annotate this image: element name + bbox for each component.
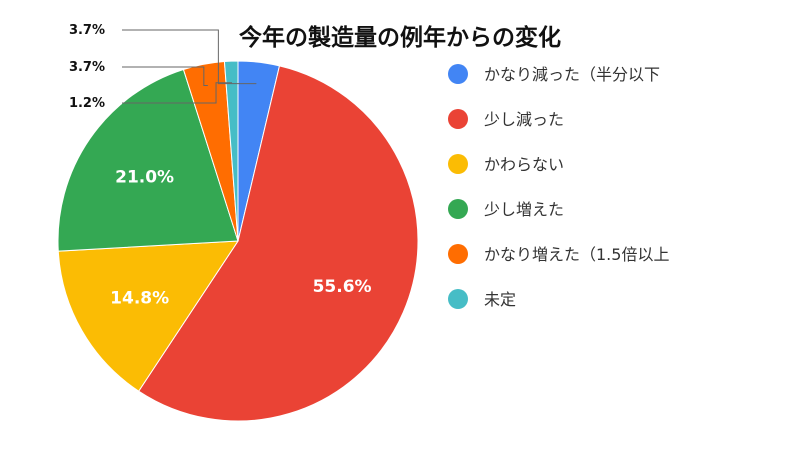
leader-line xyxy=(122,66,208,86)
slice-value-label: 55.6% xyxy=(313,277,372,297)
legend-label: 未定 xyxy=(484,290,516,309)
pie-slice xyxy=(57,68,239,252)
slice-value-label: 3.7% xyxy=(69,60,105,75)
legend-marker xyxy=(448,244,468,264)
legend-label: かなり増えた（1.5倍以上 xyxy=(484,245,669,264)
legend-marker xyxy=(448,289,468,309)
leader-line xyxy=(122,82,233,104)
leader-line xyxy=(122,29,257,85)
legend: かなり減った（半分以下少し減ったかわらない少し増えたかなり増えた（1.5倍以上未… xyxy=(448,64,669,309)
chart-title: 今年の製造量の例年からの変化 xyxy=(239,24,561,51)
pie-slice xyxy=(138,65,419,422)
slice-value-label: 3.7% xyxy=(69,23,105,38)
legend-marker xyxy=(448,109,468,129)
slice-value-label: 21.0% xyxy=(115,168,174,188)
slice-value-label: 14.8% xyxy=(110,288,169,308)
pie-slices xyxy=(57,60,419,422)
pie-slice xyxy=(57,240,239,392)
legend-label: かわらない xyxy=(484,155,564,174)
legend-label: 少し増えた xyxy=(484,200,564,219)
slice-labels: 55.6% 14.8% 21.0% xyxy=(110,168,371,309)
legend-marker xyxy=(448,154,468,174)
legend-marker xyxy=(448,64,468,84)
leader-lines: 3.7% 3.7% 1.2% xyxy=(69,23,257,111)
legend-marker xyxy=(448,199,468,219)
legend-label: 少し減った xyxy=(484,110,564,129)
slice-value-label: 1.2% xyxy=(69,96,105,111)
pie-slice xyxy=(223,60,239,242)
legend-label: かなり減った（半分以下 xyxy=(484,65,660,84)
